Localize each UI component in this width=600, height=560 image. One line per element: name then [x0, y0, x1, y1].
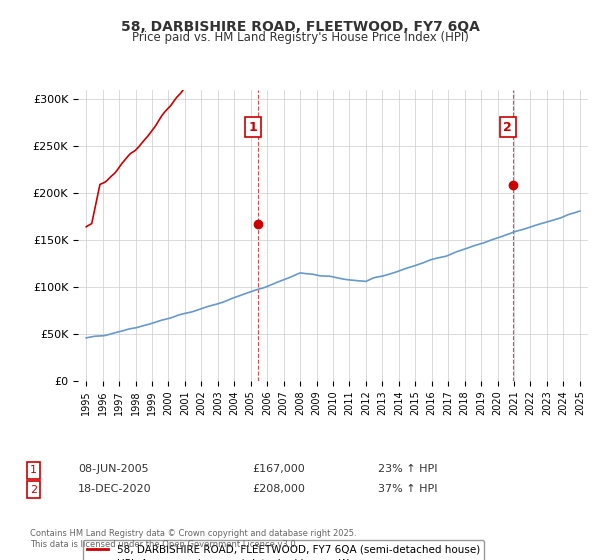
Text: 23% ↑ HPI: 23% ↑ HPI — [378, 464, 437, 474]
Text: 08-JUN-2005: 08-JUN-2005 — [78, 464, 149, 474]
Text: 37% ↑ HPI: 37% ↑ HPI — [378, 484, 437, 494]
Text: 1: 1 — [248, 120, 257, 134]
Text: £167,000: £167,000 — [252, 464, 305, 474]
Text: 18-DEC-2020: 18-DEC-2020 — [78, 484, 152, 494]
Text: 2: 2 — [30, 485, 37, 495]
Legend: 58, DARBISHIRE ROAD, FLEETWOOD, FY7 6QA (semi-detached house), HPI: Average pric: 58, DARBISHIRE ROAD, FLEETWOOD, FY7 6QA … — [83, 540, 484, 560]
Text: 1: 1 — [30, 465, 37, 475]
Text: 2: 2 — [503, 120, 512, 134]
Text: Contains HM Land Registry data © Crown copyright and database right 2025.
This d: Contains HM Land Registry data © Crown c… — [30, 529, 356, 549]
Text: Price paid vs. HM Land Registry's House Price Index (HPI): Price paid vs. HM Land Registry's House … — [131, 31, 469, 44]
Text: 58, DARBISHIRE ROAD, FLEETWOOD, FY7 6QA: 58, DARBISHIRE ROAD, FLEETWOOD, FY7 6QA — [121, 20, 479, 34]
Text: £208,000: £208,000 — [252, 484, 305, 494]
